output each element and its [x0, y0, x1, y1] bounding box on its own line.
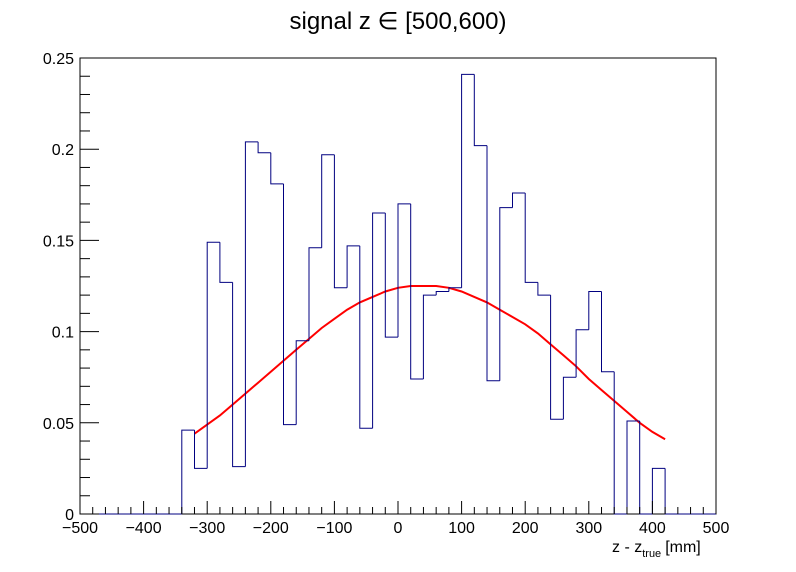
fit-curve: [193, 285, 666, 441]
y-tick-label: 0: [65, 507, 74, 524]
histogram-bin: [410, 203, 424, 380]
x-tick-label: 200: [512, 520, 539, 537]
x-tick-label: −200: [253, 520, 289, 537]
histogram-bin: [270, 152, 284, 185]
x-tick-label: −300: [189, 520, 225, 537]
x-tick-label: 400: [639, 520, 666, 537]
histogram-bin: [512, 192, 526, 208]
histogram-bin: [588, 291, 602, 330]
x-tick-label: 0: [394, 520, 403, 537]
x-tick-label: −400: [126, 520, 162, 537]
histogram-bin: [601, 291, 615, 373]
histogram-bin: [219, 242, 233, 283]
x-axis-label-subscript: true: [642, 548, 661, 560]
x-tick-label: 300: [575, 520, 602, 537]
x-axis-unit: [mm]: [665, 539, 701, 556]
histogram-layer: [80, 73, 716, 515]
histogram-bin: [206, 241, 220, 469]
histogram-bin: [562, 376, 577, 420]
histogram-bin: [524, 193, 538, 283]
histogram-bin: [499, 207, 513, 381]
histogram-bin: [473, 74, 487, 147]
histogram-bin: [461, 73, 475, 288]
histogram-bin: [194, 430, 208, 469]
axis-layer: −500 −400 −300 −200 −100 0 100 200 300 400 500 0 0.0…: [43, 51, 730, 537]
y-tick-label: 0.05: [43, 416, 74, 433]
histogram-bin: [550, 295, 564, 420]
x-axis-label: z - z: [612, 539, 642, 556]
histogram-bin: [372, 212, 386, 429]
histogram-bin: [537, 282, 551, 296]
histogram-bin: [448, 287, 462, 292]
histogram-bin: [333, 154, 348, 289]
fit-curve-layer: [193, 285, 666, 441]
histogram-bin: [257, 141, 271, 154]
histogram-bin: [384, 213, 398, 338]
x-tick-label: 100: [448, 520, 475, 537]
chart-title: signal z ∈ [500,600): [289, 8, 506, 35]
y-tick-label: 0.1: [52, 325, 74, 342]
x-axis-title: z - ztrue [mm]: [612, 539, 701, 560]
y-tick-label: 0.2: [52, 142, 74, 159]
histogram-bin: [346, 245, 360, 288]
histogram-bin: [359, 245, 373, 429]
histogram-bin: [244, 141, 259, 467]
svg-text:z - ztrue[mm]: z - ztrue [mm]: [612, 539, 701, 560]
y-tick-label: 0.25: [43, 51, 74, 68]
histogram-bin: [308, 247, 322, 341]
histogram-bin: [486, 145, 500, 382]
histogram-bin: [397, 203, 411, 338]
x-tick-label: 500: [703, 520, 730, 537]
x-tick-label: −500: [62, 520, 98, 537]
histogram-bin: [626, 420, 640, 514]
histogram-bin: [435, 291, 449, 296]
histogram-bin: [295, 340, 309, 425]
y-tick-label: 0.15: [43, 233, 74, 250]
histogram-bin: [575, 329, 589, 378]
histogram-bin: [422, 294, 437, 379]
histogram-bin: [283, 183, 297, 426]
histogram-bin: [651, 467, 666, 514]
histogram-bin: [321, 154, 335, 248]
x-tick-label: −100: [316, 520, 352, 537]
histogram-bin: [232, 282, 246, 468]
histogram-bin: [181, 429, 195, 514]
